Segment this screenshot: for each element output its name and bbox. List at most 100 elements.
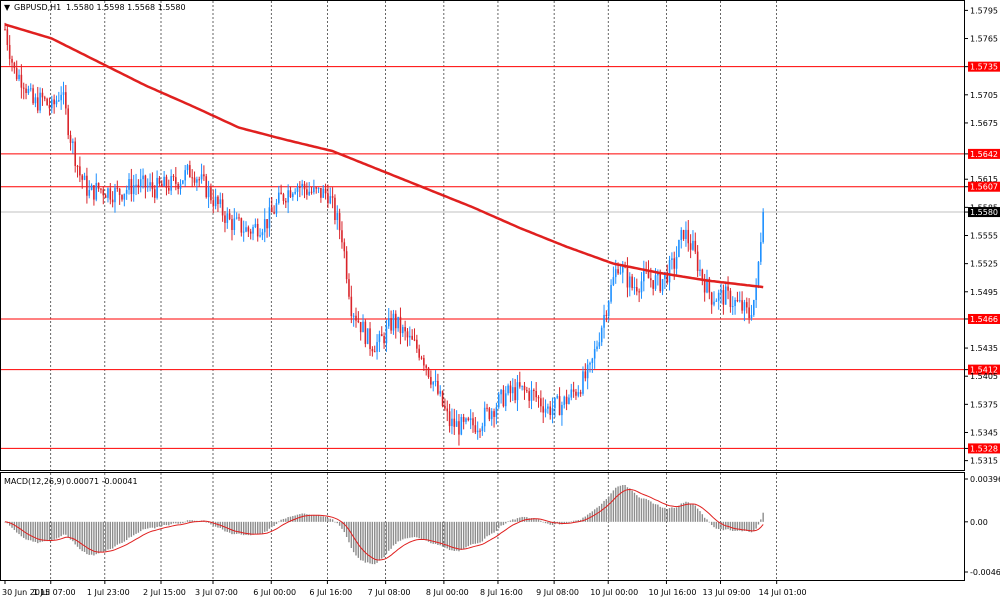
macd-bar (402, 521, 404, 540)
macd-bar (514, 519, 516, 522)
candle-body (88, 189, 91, 196)
price-badge (968, 61, 1000, 72)
macd-bar (67, 521, 69, 538)
candle-body (67, 108, 69, 136)
candle-body (474, 425, 477, 433)
macd-bar (268, 521, 271, 529)
macd-bar (498, 521, 500, 529)
candle-body (748, 307, 750, 318)
macd-bar (668, 508, 671, 522)
macd-bar (563, 521, 565, 524)
macd-bar (577, 520, 579, 522)
macd-bar (706, 519, 708, 522)
candle-body (153, 189, 156, 198)
candle-body (654, 275, 657, 289)
macd-bar (93, 521, 95, 556)
macd-bar (95, 521, 97, 555)
candle-body (598, 342, 601, 347)
candle-body (418, 348, 420, 358)
macd-bar (743, 521, 746, 531)
candle-body (224, 215, 226, 223)
macd-bar (205, 521, 207, 523)
candle-body (488, 408, 491, 420)
macd-bar (62, 521, 65, 535)
candle-body (83, 175, 86, 180)
macd-bar (622, 485, 624, 522)
candle-body (15, 68, 18, 80)
candle-body (481, 426, 484, 432)
macd-bar (460, 521, 462, 550)
candle-body (689, 243, 692, 250)
candle-body (734, 300, 736, 307)
candle-body (287, 190, 289, 203)
macd-bar (44, 521, 46, 542)
candle-body (694, 240, 697, 252)
macd-bar (673, 507, 675, 522)
candle-body (146, 185, 149, 188)
candle-body (249, 231, 252, 234)
candle-body (542, 406, 544, 413)
macd-bar (682, 502, 685, 522)
candle-body (696, 251, 699, 271)
candle-body (406, 331, 409, 338)
time-tick-label: 9 Jul 08:00 (536, 588, 579, 597)
macd-bar (748, 521, 750, 532)
price-badge-label: 1.5412 (970, 366, 998, 375)
candle-body (130, 179, 133, 195)
candle-body (184, 170, 186, 181)
macd-bar (324, 516, 327, 522)
macd-bar (523, 516, 526, 522)
macd-bar (643, 498, 645, 522)
macd-bar (37, 521, 39, 544)
macd-bar (416, 521, 418, 538)
candle-body (729, 290, 732, 307)
candle-body (334, 197, 336, 220)
candle-body (685, 229, 687, 239)
macd-bar (114, 521, 116, 547)
candle-body (322, 188, 325, 198)
candle-body (394, 313, 397, 329)
candle-body (289, 190, 292, 198)
candle-body (125, 189, 128, 194)
candle-body (652, 280, 654, 289)
candle-body (390, 318, 392, 331)
time-tick-label: 1 Jul 07:00 (33, 588, 76, 597)
candle-body (507, 385, 509, 394)
candle-body (168, 187, 170, 191)
macd-bar (79, 521, 81, 550)
candle-body (453, 418, 456, 427)
candle-body (182, 180, 184, 184)
candle-body (114, 187, 116, 203)
candle-body (76, 165, 79, 167)
candle-body (727, 286, 729, 291)
macd-bar (619, 485, 622, 522)
macd-bar (467, 521, 470, 547)
price-tick-label: 1.5675 (970, 119, 998, 128)
candle-body (139, 179, 142, 187)
macd-bar (451, 521, 453, 551)
candle-body (706, 278, 708, 293)
candle-body (577, 392, 580, 396)
candle-body (582, 371, 584, 394)
macd-bar (55, 521, 58, 539)
candle-body (760, 242, 762, 262)
macd-bar (250, 521, 252, 536)
candle-body (245, 227, 247, 232)
candle-body (399, 316, 402, 334)
macd-bar (11, 521, 13, 528)
candle-body (575, 391, 577, 396)
candle-body (79, 166, 81, 176)
macd-bar (516, 518, 519, 522)
macd-bar (32, 521, 34, 542)
macd-bar (444, 521, 446, 548)
macd-bar (685, 501, 687, 522)
collapse-arrow-icon[interactable]: ▼ (4, 3, 11, 12)
price-badge (968, 148, 1000, 159)
candle-body (132, 185, 135, 195)
candle-body (294, 191, 296, 194)
candle-body (22, 87, 25, 89)
candle-body (423, 358, 425, 366)
candle-body (357, 320, 360, 323)
macd-bar (474, 521, 477, 544)
candle-body (621, 266, 624, 273)
